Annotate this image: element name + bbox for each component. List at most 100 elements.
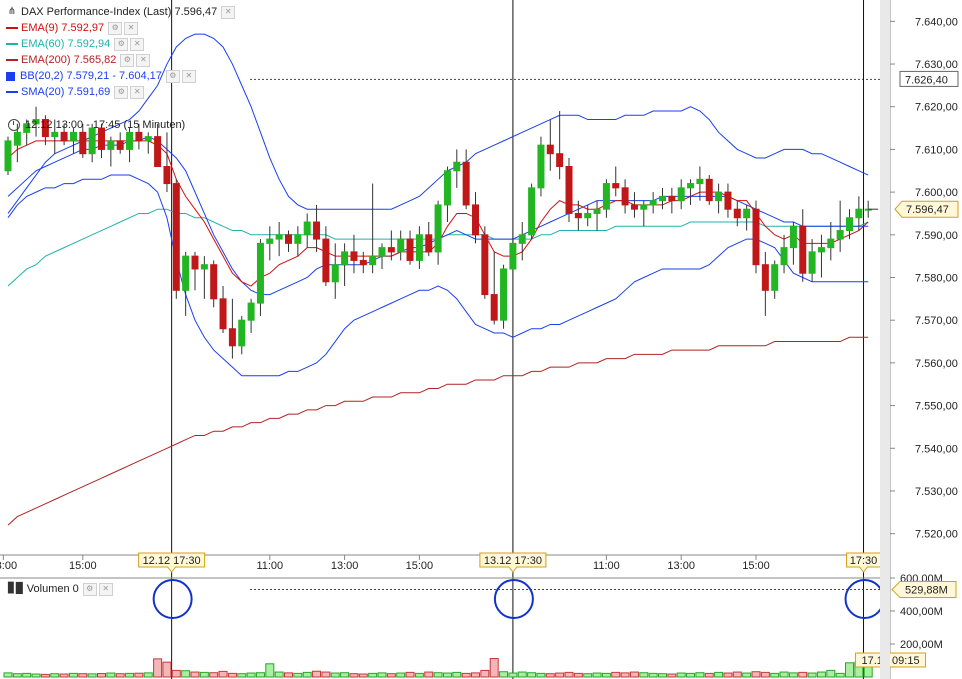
time-tick-label: 13:00 (0, 560, 17, 572)
candle-body (275, 234, 283, 240)
indicator-label: SMA(20) 7.591,69 (21, 86, 111, 98)
volume-bar (527, 672, 537, 678)
volume-bar (704, 672, 714, 678)
volume-bar (312, 670, 322, 678)
volume-bar (330, 672, 340, 678)
candle-body (331, 264, 339, 283)
candle-body (415, 234, 423, 261)
settings-icon[interactable]: ⚙ (108, 21, 123, 35)
chart-legend: ⋔ DAX Performance-Index (Last) 7.596,47 … (6, 4, 237, 100)
close-icon[interactable]: ✕ (136, 53, 151, 67)
volume-bar (601, 672, 611, 678)
candle-body (51, 131, 59, 138)
legend-indicator-3[interactable]: BB(20,2) 7.579,21 - 7.604,17 ⚙ ✕ (6, 68, 237, 84)
price-tick-label: 7.620,00 (915, 102, 958, 114)
volume-bar (499, 671, 509, 678)
volume-bar (545, 673, 555, 678)
volume-bar (508, 672, 518, 678)
indicator-label: EMA(60) 7.592,94 (21, 38, 111, 50)
close-icon[interactable]: ✕ (130, 37, 145, 51)
settings-icon[interactable]: ⚙ (114, 85, 129, 99)
settings-icon[interactable]: ⚙ (165, 69, 180, 83)
candle-body (397, 238, 405, 253)
legend-indicator-1[interactable]: EMA(60) 7.592,94 ⚙ ✕ (6, 36, 237, 52)
indicator-color-swatch (6, 91, 18, 93)
close-icon[interactable]: ✕ (124, 21, 139, 35)
candle-body (172, 183, 180, 291)
candle-body (154, 136, 162, 168)
price-tick-label: 7.610,00 (915, 144, 958, 156)
candle-body (518, 234, 526, 244)
volume-bar (611, 671, 621, 678)
price-tick-label: 7.560,00 (915, 358, 958, 370)
volume-bar (125, 672, 135, 678)
volume-bar (564, 671, 574, 678)
legend-indicator-0[interactable]: EMA(9) 7.592,97 ⚙ ✕ (6, 20, 237, 36)
candle-body (509, 242, 517, 270)
candle-body (687, 183, 695, 189)
volume-bar (583, 673, 593, 678)
clock-icon (8, 119, 20, 131)
candle-body (705, 178, 713, 202)
price-tick-label: 7.570,00 (915, 315, 958, 327)
price-tick-label: 7.580,00 (915, 273, 958, 285)
close-icon[interactable]: ✕ (130, 85, 145, 99)
time-tick-label: 13:00 (331, 560, 359, 572)
volume-bar (667, 673, 677, 678)
candle-body (846, 217, 853, 232)
volume-bar (471, 672, 480, 678)
candle-body (238, 319, 246, 347)
volume-bar (199, 671, 209, 678)
settings-icon[interactable]: ⚙ (82, 582, 97, 596)
candle-body (88, 127, 96, 155)
volume-bar (639, 672, 649, 678)
vertical-scrollbar[interactable] (880, 0, 890, 679)
candle-body (677, 187, 685, 202)
candle-body (733, 208, 741, 219)
close-icon[interactable]: ✕ (221, 5, 236, 19)
instrument-title: DAX Performance-Index (Last) 7.596,47 (21, 6, 218, 18)
candle-body (182, 255, 190, 291)
session-marker-label: 12.12 17:30 (143, 555, 201, 567)
candle-body (434, 204, 442, 253)
candle-body (144, 136, 152, 142)
volume-bar (377, 672, 387, 678)
volume-bar (835, 672, 845, 678)
chart-type-icon[interactable]: ⋔ (7, 6, 17, 17)
volume-bar (723, 672, 733, 678)
volume-bar (227, 672, 237, 678)
candle-body (23, 123, 31, 133)
candle-body (546, 144, 554, 155)
volume-bar (816, 671, 826, 678)
volume-bar (265, 663, 275, 678)
legend-indicator-2[interactable]: EMA(200) 7.565,82 ⚙ ✕ (6, 52, 237, 68)
settings-icon[interactable]: ⚙ (114, 37, 129, 51)
settings-icon[interactable]: ⚙ (120, 53, 135, 67)
candle-body (406, 238, 414, 261)
volume-bar (171, 669, 181, 678)
candle-body (98, 127, 105, 150)
volume-bar (573, 672, 583, 678)
candle-body (640, 204, 648, 210)
candle-body (630, 204, 638, 210)
time-range-label: 12.12 13:00 - 17:45 (15 Minuten) (25, 119, 186, 131)
candle-body (266, 238, 274, 244)
volume-bar (555, 672, 565, 678)
volume-legend: ▊█ Volumen 0 ⚙ ✕ (8, 582, 115, 596)
close-icon[interactable]: ✕ (181, 69, 196, 83)
volume-bar (405, 671, 415, 678)
volume-bar (358, 673, 368, 678)
candle-body (453, 161, 461, 172)
session-marker-box (479, 552, 547, 573)
candle-body (313, 221, 321, 240)
candle-body (715, 191, 723, 202)
volume-bar (368, 672, 378, 678)
price-tick-label: 7.550,00 (915, 401, 958, 413)
close-icon[interactable]: ✕ (98, 582, 113, 596)
legend-indicator-4[interactable]: SMA(20) 7.591,69 ⚙ ✕ (6, 84, 237, 100)
volume-bar (153, 658, 163, 678)
candle-body (836, 230, 844, 240)
cursor-time-box (855, 652, 927, 668)
